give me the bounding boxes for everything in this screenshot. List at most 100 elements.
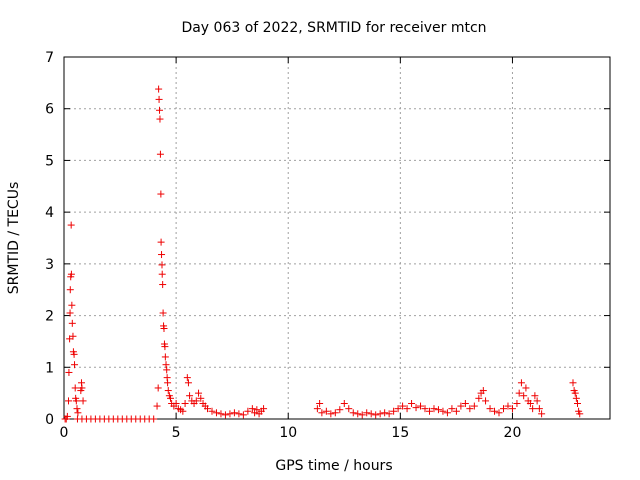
plot-frame [63,56,611,420]
y-tick-label: 2 [45,309,54,325]
data-point [336,406,344,414]
data-point [538,410,546,418]
data-point [181,399,189,407]
data-point [340,399,348,407]
data-point [156,115,164,123]
data-point [390,407,398,415]
data-point [71,361,79,369]
data-point [65,368,73,376]
data-point [327,410,335,418]
data-point [161,343,169,351]
data-point [157,190,165,198]
grid [64,57,610,419]
data-point [571,389,579,397]
data-point [184,379,192,387]
data-point [235,410,243,418]
data-point [439,407,447,415]
data-point [217,410,225,418]
data-point [376,410,384,418]
data-point [412,404,420,412]
data-point [158,261,166,269]
data-point [158,251,166,259]
data-point [163,366,171,374]
data-point [153,402,161,410]
data-point [70,350,78,358]
data-point [69,332,77,340]
data-point [408,399,416,407]
data-point [221,411,229,419]
data-point [569,379,577,387]
y-axis: 0 1 2 3 4 5 6 7 [45,50,610,428]
data-point [71,384,79,392]
data-point [155,85,163,93]
data-point [363,409,371,417]
data-point [466,405,474,413]
data-point [172,399,180,407]
data-point [195,389,203,397]
data-point [72,397,80,405]
data-point [74,409,82,417]
data-point [372,411,380,419]
data-point [421,405,429,413]
data-point [183,374,191,382]
data-point [186,392,194,400]
data-point [248,405,256,413]
data-point [260,405,268,413]
data-point [68,319,76,327]
x-axis: 0 5 10 15 20 [60,57,522,441]
data-point [68,301,76,309]
data-point [161,353,169,361]
data-point [482,397,490,405]
data-point [572,394,580,402]
data-point [381,409,389,417]
chart-title: Day 063 of 2022, SRMTID for receiver mtc… [181,20,486,36]
data-point [204,405,212,413]
data-point [434,406,442,414]
y-tick-label: 7 [45,50,54,66]
data-point [529,405,537,413]
data-point [244,407,252,415]
data-point [164,387,172,395]
y-tick-label: 4 [45,205,54,221]
data-point [491,407,499,415]
y-tick-label: 0 [45,412,54,428]
data-point [157,238,165,246]
data-point [156,106,164,114]
data-point [226,410,234,418]
data-point [313,405,321,413]
x-tick-label: 0 [60,425,69,441]
data-point [66,286,74,294]
data-point [531,392,539,400]
data-point [394,405,402,413]
x-tick-label: 20 [504,425,522,441]
x-tick-label: 15 [391,425,409,441]
data-point [573,399,581,407]
data-point [486,405,494,413]
data-point [349,409,357,417]
data-point [197,394,205,402]
data-point [452,407,460,415]
data-point [522,384,530,392]
data-point [212,409,220,417]
data-point [67,270,75,278]
data-point [443,409,451,417]
data-point [78,384,86,392]
y-axis-label: SRMTID / TECUs [6,182,22,295]
data-point [513,399,521,407]
data-point [322,407,330,415]
data-point [475,394,483,402]
data-point [345,405,353,413]
data-point [470,402,478,410]
data-point [358,411,366,419]
data-point [316,399,324,407]
data-point [535,405,543,413]
x-tick-label: 5 [172,425,181,441]
data-point [253,406,261,414]
data-point [526,399,534,407]
data-point [162,361,170,369]
data-point [318,409,326,417]
data-point [179,407,187,415]
data-point [192,397,200,405]
data-point [576,410,584,418]
